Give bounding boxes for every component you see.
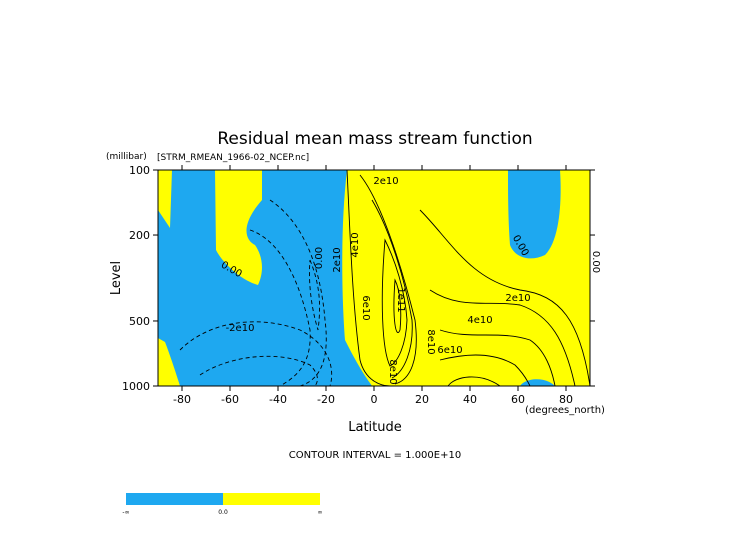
contour-label: 4e10 (467, 315, 492, 326)
x-unit: (degrees_north) (525, 405, 605, 416)
y-tick-label: 100 (129, 164, 150, 177)
contour-label: 6e10 (437, 345, 462, 356)
x-tick-label: -20 (317, 393, 335, 406)
colorbar-positive (223, 493, 320, 505)
contour-lines (179, 169, 591, 387)
colorbar: -∞ 0.0 ∞ (122, 493, 323, 516)
colorbar-label: 0.0 (218, 509, 228, 516)
chart-title: Residual mean mass stream function (217, 129, 532, 149)
x-tick-label: 80 (559, 393, 573, 406)
x-axis-label: Latitude (348, 420, 402, 435)
y-unit: (millibar) (106, 152, 147, 162)
y-tick-label: 500 (129, 315, 150, 328)
contour-label: 2e10 (373, 176, 398, 187)
x-tick-label: 20 (415, 393, 429, 406)
contour-label: 2e10 (332, 247, 343, 272)
x-tick-label: -80 (173, 393, 191, 406)
colorbar-label: ∞ (318, 509, 323, 516)
y-tick-label: 1000 (122, 380, 150, 393)
x-tick-label: -40 (269, 393, 287, 406)
y-tick-label: 200 (129, 229, 150, 242)
colorbar-label: -∞ (122, 509, 129, 516)
contour-label: 2e10 (505, 293, 530, 304)
x-tick-label: 0 (371, 393, 378, 406)
x-tick-label: -60 (221, 393, 239, 406)
contour-label: 4e10 (350, 232, 361, 257)
contour-note: CONTOUR INTERVAL = 1.000E+10 (289, 450, 461, 461)
contour-label: 0.00 (590, 251, 601, 273)
contour-label: 1e11 (395, 287, 406, 312)
contour-label: 8e10 (425, 329, 436, 354)
contour-fill (158, 170, 590, 386)
contour-label: 0.00 (314, 247, 325, 269)
contour-label: -2e10 (226, 323, 255, 334)
y-axis-label: Level (109, 261, 124, 295)
contour-label: 8e10 (387, 359, 398, 384)
colorbar-negative (126, 493, 223, 505)
negative-region (508, 170, 561, 259)
negative-region (158, 170, 372, 386)
x-tick-label: 60 (511, 393, 525, 406)
contour-label: 6e10 (360, 295, 371, 320)
x-tick-label: 40 (463, 393, 477, 406)
subtitle: [STRM_RMEAN_1966-02_NCEP.nc] (157, 153, 309, 163)
